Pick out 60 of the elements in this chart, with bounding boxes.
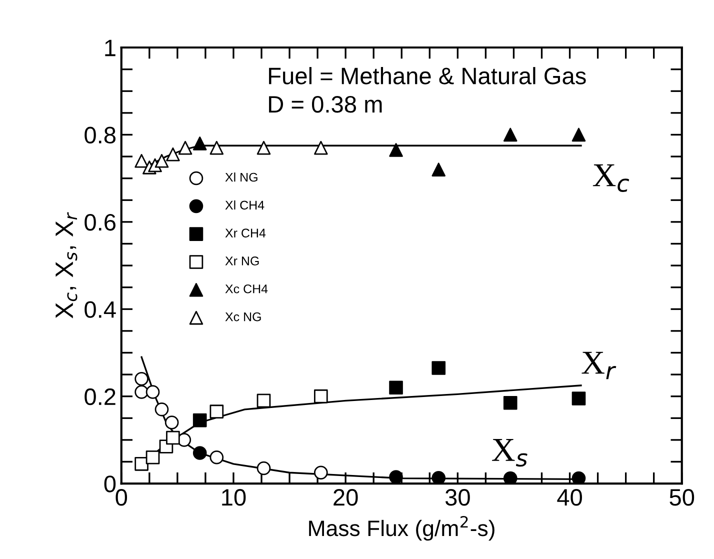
legend-label: Xl CH4 bbox=[225, 200, 264, 210]
y-tick-label: 0.2 bbox=[84, 388, 116, 406]
x-tick-label: 10 bbox=[222, 489, 246, 506]
point bbox=[572, 128, 586, 142]
point bbox=[210, 404, 224, 418]
annotation: X$_{c}$ bbox=[592, 164, 630, 192]
y-tick-label: 0.6 bbox=[84, 214, 116, 231]
x-tick-label: 30 bbox=[445, 489, 470, 506]
y-tick-label: 1 bbox=[105, 40, 116, 56]
point bbox=[432, 361, 446, 375]
legend-label: Xr CH4 bbox=[225, 228, 266, 238]
x-tick-label: 40 bbox=[557, 489, 582, 506]
point bbox=[572, 392, 586, 406]
point bbox=[314, 466, 328, 480]
point bbox=[134, 372, 148, 386]
point bbox=[154, 154, 169, 168]
point bbox=[164, 416, 179, 430]
point bbox=[256, 394, 271, 408]
point bbox=[166, 430, 180, 445]
point bbox=[432, 162, 446, 177]
x-tick-label: 0 bbox=[116, 489, 128, 506]
point bbox=[314, 389, 328, 404]
point bbox=[166, 147, 180, 162]
point bbox=[134, 154, 148, 168]
point bbox=[389, 143, 403, 157]
point bbox=[146, 385, 160, 399]
point bbox=[389, 470, 403, 484]
point bbox=[256, 140, 271, 155]
point bbox=[256, 461, 271, 476]
x-axis-title: Mass Flux (g/m$^{2}$-s) bbox=[309, 516, 494, 541]
annotation: X$_{r}$ bbox=[582, 352, 616, 380]
point bbox=[503, 128, 518, 142]
point bbox=[146, 450, 160, 464]
y-tick-label: 0.8 bbox=[84, 126, 116, 144]
point bbox=[192, 446, 207, 460]
y-tick-label: 0 bbox=[104, 476, 116, 492]
point bbox=[503, 396, 518, 410]
legend-label: Xc NG bbox=[225, 312, 261, 322]
point bbox=[210, 140, 224, 155]
point bbox=[178, 140, 192, 155]
point bbox=[572, 471, 586, 484]
legend-label: Xc CH4 bbox=[225, 284, 268, 294]
y-tick-label: 0.4 bbox=[84, 301, 116, 318]
point bbox=[314, 140, 328, 155]
point bbox=[389, 380, 403, 395]
annotation: X$_{s}$ bbox=[492, 439, 528, 467]
legend-label: Xr NG bbox=[225, 256, 259, 266]
point bbox=[503, 471, 518, 484]
point bbox=[210, 450, 224, 464]
x-tick-label: 20 bbox=[334, 489, 358, 506]
point bbox=[134, 457, 148, 471]
point bbox=[432, 470, 446, 484]
point bbox=[192, 136, 207, 150]
annotation: D = 0.38 m bbox=[269, 96, 382, 113]
point bbox=[192, 413, 207, 428]
legend-label: Xl NG bbox=[225, 172, 258, 182]
point bbox=[154, 402, 169, 416]
x-tick-label: 50 bbox=[670, 489, 694, 506]
annotation: Fuel = Methane & Natural Gas bbox=[269, 67, 586, 84]
y-axis-title: X$_{c}$, X$_{s}$, X$_{r}$ bbox=[56, 212, 78, 318]
